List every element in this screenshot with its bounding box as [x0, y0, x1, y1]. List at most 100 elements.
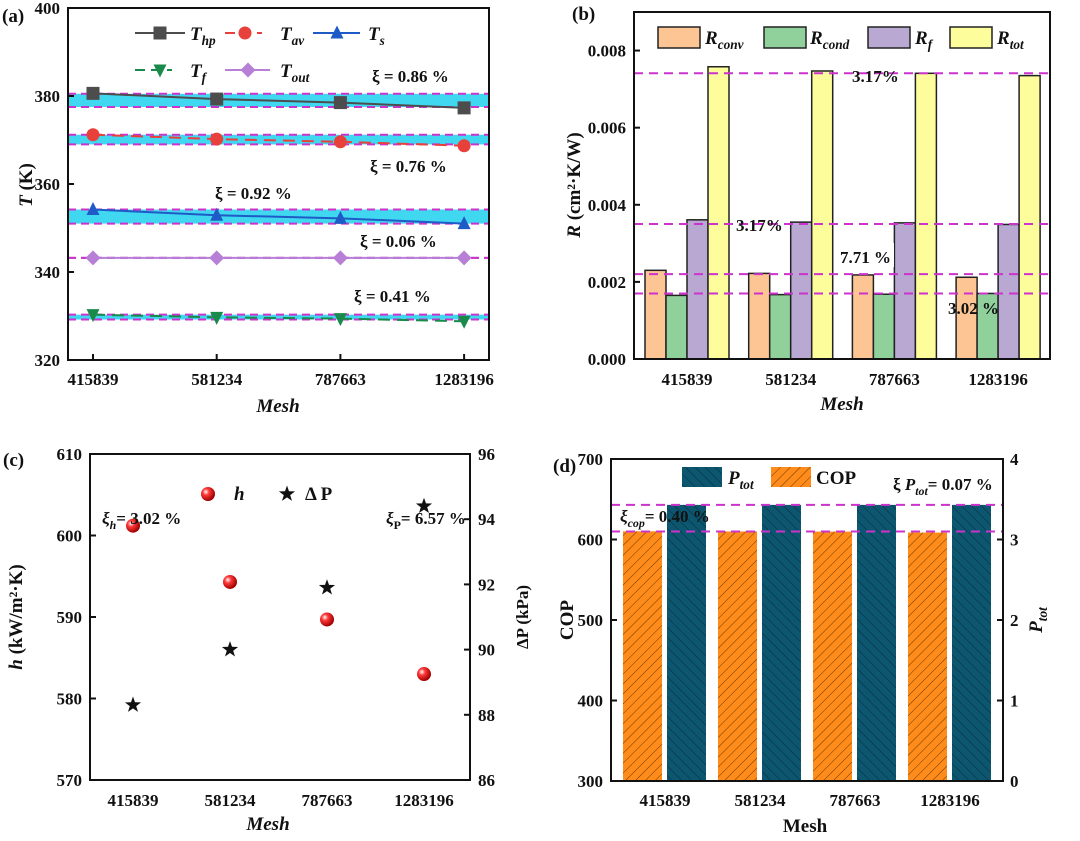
legend-label: Rconv	[704, 28, 745, 52]
legend-label: Δ P	[305, 484, 333, 505]
annotation: ξ Ptot= 0.07 %	[893, 475, 993, 498]
bar-Rconv	[955, 276, 978, 360]
data-point-Thp	[86, 86, 100, 100]
annotation: ξ = 0.06 %	[360, 232, 437, 251]
data-point-Tf	[333, 313, 347, 327]
y-axis-title-left-part: h	[6, 659, 27, 670]
data-point-Tout	[332, 250, 348, 266]
legend-label-part: s	[379, 33, 385, 48]
annotation-part: = 6.57 %	[401, 509, 466, 528]
y-axis-title-left-part: (kW/m²·K)	[6, 564, 27, 659]
y-axis-left-c-tick-label: 590	[57, 608, 83, 627]
x-tick-label: 581234	[205, 791, 257, 810]
x-tick-label: 1283196	[434, 370, 494, 389]
x-tick-label: 581234	[735, 791, 787, 810]
legend-label-part: T	[280, 24, 293, 45]
data-point-Tav	[457, 139, 471, 153]
plot-area-b	[633, 11, 1051, 360]
data-point-h	[223, 574, 237, 589]
series-line-Tf	[92, 313, 465, 323]
data-point-delta-p	[415, 497, 433, 513]
error-band	[68, 314, 489, 320]
plot-area-c	[89, 453, 471, 781]
y-axis-title-right: Ptot	[1026, 606, 1050, 634]
annotation: ξ = 0.76 %	[370, 157, 447, 176]
series-line-Ts	[92, 208, 465, 225]
bar-ptot	[762, 504, 801, 781]
panel-label: (d)	[553, 456, 576, 477]
annotation-part: P	[394, 518, 401, 532]
y-axis-title-part: (K)	[16, 163, 37, 195]
x-tick-label: 415839	[662, 370, 713, 389]
data-point-Thp	[210, 92, 224, 106]
legend-label-part: T	[190, 61, 203, 82]
bar-Rcond	[665, 294, 688, 360]
data-point-h	[417, 667, 431, 682]
y-axis-left-c-tick-label: 580	[57, 690, 83, 709]
y-axis-right-d-tick-label: 2	[1010, 611, 1019, 630]
bar-Rtot	[1018, 74, 1041, 360]
bar-Rcond	[768, 293, 792, 360]
y-axis-right-c-tick-label: 86	[478, 771, 495, 790]
bar-Rcond	[872, 293, 896, 360]
legend-label-part: tot	[740, 477, 755, 492]
data-point-Thp	[333, 96, 347, 110]
data-point-Tout	[456, 250, 472, 266]
annotation: ξcop= 0.40 %	[620, 507, 710, 530]
data-point-delta-p	[124, 696, 142, 712]
y-axis-right-d-tick-label: 3	[1010, 531, 1019, 550]
data-point-Ts	[86, 202, 100, 216]
bar-ptot	[952, 504, 991, 781]
data-point-Ts	[457, 216, 471, 230]
y-axis-a-tick-label: 360	[35, 175, 61, 194]
legend-label: Ptot	[727, 468, 755, 492]
bar-cop	[623, 531, 662, 781]
series-line-Thp	[92, 92, 465, 109]
y-axis-left-d-tick-label: 300	[578, 772, 604, 791]
y-axis-title: R (cm²·K/W)	[564, 132, 585, 238]
annotation: 7.71 %	[840, 248, 891, 267]
annotation-part: ξ	[893, 475, 905, 494]
y-axis-a-tick-label: 400	[35, 0, 61, 18]
legend-label-part: hp	[202, 33, 216, 48]
y-axis-right-d-tick-label: 0	[1010, 772, 1019, 791]
data-point-Tout	[85, 250, 101, 266]
legend-label: COP	[816, 468, 857, 489]
annotation-part: = 3.02 %	[116, 509, 181, 528]
legend-label-part: T	[190, 24, 203, 45]
legend-label: Rtot	[996, 28, 1025, 52]
y-axis-left-d-tick-label: 600	[578, 531, 604, 550]
legend-label-part: P	[727, 468, 740, 489]
legend-marker	[238, 26, 252, 40]
legend-label-part: R	[809, 28, 823, 49]
legend-swatch	[657, 26, 701, 49]
data-point-delta-p	[221, 641, 239, 657]
y-axis-b-tick-label: 0.002	[588, 273, 626, 292]
y-axis-title: T (K)	[16, 163, 37, 207]
annotation-part: h	[110, 518, 117, 532]
y-axis-title-part: (cm²·K/W)	[564, 132, 585, 225]
legend-marker	[153, 26, 167, 40]
panel-label: (c)	[3, 450, 24, 471]
y-axis-a-tick-label: 320	[35, 351, 61, 370]
panel-label: (a)	[2, 6, 24, 27]
y-axis-title-left: h (kW/m²·K)	[6, 564, 27, 669]
bar-Rf	[997, 223, 1020, 360]
y-axis-b-tick-label: 0.008	[588, 42, 626, 61]
bar-Rconv	[851, 274, 875, 360]
data-point-Tav	[333, 135, 347, 149]
annotation: 3.02 %	[948, 299, 999, 318]
x-tick-label: 787663	[302, 791, 353, 810]
legend-label-part: tot	[1010, 37, 1025, 52]
annotation: 3.17%	[736, 216, 783, 235]
legend-label: Thp	[190, 24, 216, 48]
y-axis-right-c-tick-label: 88	[478, 706, 495, 725]
bar-Rf	[893, 222, 917, 360]
data-point-Tout	[209, 250, 225, 266]
y-axis-left-c-tick-label: 570	[57, 771, 83, 790]
annotation-part: ξ	[102, 509, 110, 528]
bar-Rconv	[644, 269, 667, 360]
bar-Rtot	[914, 72, 938, 360]
y-axis-a-tick-label: 380	[35, 87, 61, 106]
